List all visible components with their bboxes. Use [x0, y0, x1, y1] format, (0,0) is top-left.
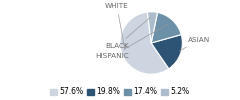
Wedge shape [120, 12, 169, 74]
Text: BLACK: BLACK [105, 17, 150, 49]
Text: HISPANIC: HISPANIC [95, 24, 168, 59]
Text: ASIAN: ASIAN [180, 37, 210, 51]
Legend: 57.6%, 19.8%, 17.4%, 5.2%: 57.6%, 19.8%, 17.4%, 5.2% [47, 84, 193, 100]
Wedge shape [151, 12, 181, 43]
Wedge shape [151, 35, 182, 69]
Text: WHITE: WHITE [105, 3, 129, 50]
Wedge shape [147, 12, 157, 43]
